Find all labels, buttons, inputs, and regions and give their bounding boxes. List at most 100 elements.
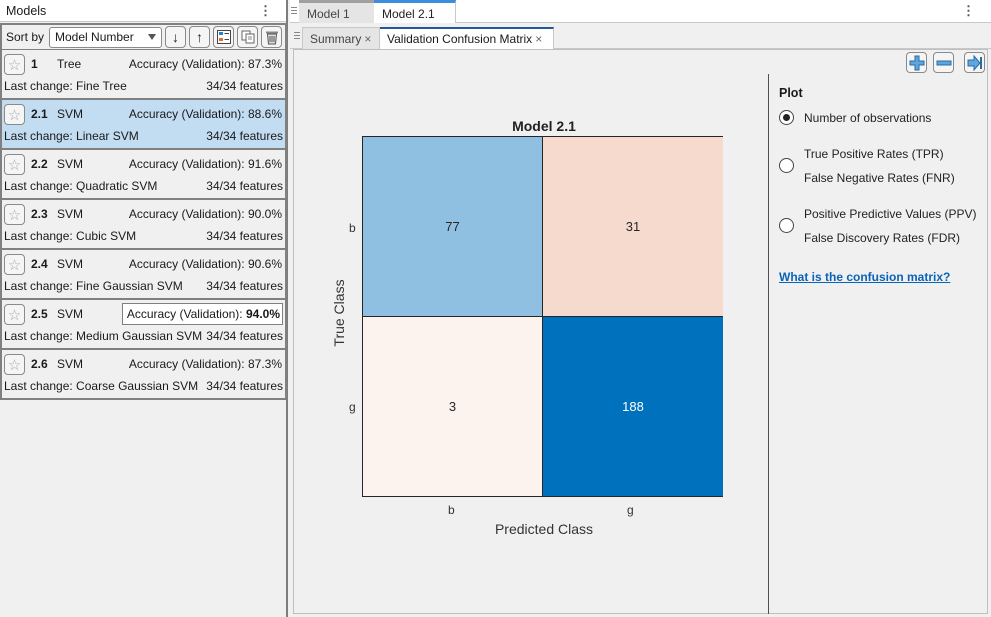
model-number: 2.4 [31,257,48,271]
star-icon[interactable]: ☆ [4,304,25,325]
zoom-out-button[interactable] [933,52,954,73]
model-features: 34/34 features [206,79,283,93]
plot-options-title: Plot [779,86,803,100]
radio-label: Number of observations [804,111,932,125]
star-icon[interactable]: ☆ [4,104,25,125]
x-tick-label: b [448,503,455,517]
kebab-icon[interactable]: ⋮ [259,2,272,18]
x-tick-label: g [627,503,634,517]
tab-validation-confusion-matrix[interactable]: Validation Confusion Matrix × [380,27,554,49]
matrix-cell: 31 [543,137,723,317]
sort-ascending-button[interactable]: ↑ [189,26,211,48]
chart-title: Model 2.1 [512,118,576,134]
confusion-matrix: 77 31 3 188 [362,136,723,497]
model-number: 2.1 [31,107,48,121]
model-number: 1 [31,57,38,71]
model-last-change: Last change: Medium Gaussian SVM [4,329,203,343]
collapse-panel-button[interactable] [964,52,985,73]
radio-label: True Positive Rates (TPR) [804,147,944,161]
model-features: 34/34 features [206,379,283,393]
kebab-icon[interactable]: ⋮ [962,3,975,18]
duplicate-button[interactable] [237,26,259,48]
zoom-in-button[interactable] [906,52,927,73]
model-item-2-1[interactable]: ☆ 2.1 SVM Accuracy (Validation): 88.6% L… [2,100,285,150]
model-type: Tree [57,57,82,71]
model-last-change: Last change: Coarse Gaussian SVM [4,379,199,393]
model-number: 2.6 [31,357,48,371]
star-icon[interactable]: ☆ [4,204,25,225]
close-icon[interactable]: × [364,32,372,46]
star-icon[interactable]: ☆ [4,354,25,375]
tab-summary[interactable]: Summary × [302,27,380,49]
model-features: 34/34 features [206,279,283,293]
model-type: SVM [57,107,84,121]
model-accuracy: Accuracy (Validation): 87.3% [128,57,282,71]
model-features: 34/34 features [206,179,283,193]
model-list: ☆ 1 Tree Accuracy (Validation): 87.3% La… [0,50,287,400]
y-tick-label: b [349,221,356,235]
drag-grip-icon[interactable] [291,7,297,17]
model-type: SVM [57,157,84,171]
x-axis-label: Predicted Class [494,521,594,537]
radio-tpr-fnr[interactable] [779,158,794,173]
model-number: 2.5 [31,307,48,321]
compare-button[interactable] [213,26,235,48]
chevron-down-icon [148,34,157,40]
radio-number-of-observations[interactable] [779,110,794,125]
models-panel-header: Models ⋮ [0,0,286,22]
y-tick-label: g [349,400,356,414]
tab-model-2-1[interactable]: Model 2.1 [374,0,456,23]
model-features: 34/34 features [206,329,283,343]
confusion-matrix-view: Model 2.1 True Class b g 77 31 3 188 b g… [293,49,988,614]
model-type: SVM [57,207,84,221]
help-link[interactable]: What is the confusion matrix? [779,270,951,284]
radio-ppv-fdr[interactable] [779,218,794,233]
document-area: Model 1 Model 2.1 ⋮ Summary × Validation … [290,0,991,617]
zoom-in-icon [909,55,924,70]
sort-label: Sort by [6,30,45,44]
model-accuracy: Accuracy (Validation): 90.6% [128,257,282,271]
model-item-2-4[interactable]: ☆ 2.4 SVM Accuracy (Validation): 90.6% L… [2,250,285,300]
model-last-change: Last change: Quadratic SVM [4,179,158,193]
model-last-change: Last change: Fine Gaussian SVM [4,279,183,293]
sort-descending-button[interactable]: ↓ [165,26,187,48]
models-panel-title: Models [6,3,47,18]
model-last-change: Last change: Cubic SVM [4,229,137,243]
close-icon[interactable]: × [535,32,543,46]
model-item-1[interactable]: ☆ 1 Tree Accuracy (Validation): 87.3% La… [2,50,285,100]
model-item-2-6[interactable]: ☆ 2.6 SVM Accuracy (Validation): 87.3% L… [2,350,285,400]
matrix-cell: 77 [363,137,543,317]
drag-grip-icon[interactable] [294,32,300,42]
plot-options-panel: Plot Number of observations True Positiv… [768,74,988,614]
radio-label: False Discovery Rates (FDR) [804,231,961,245]
sort-dropdown[interactable]: Model Number [49,26,163,48]
y-axis-label: True Class [331,279,347,347]
compare-icon [216,30,231,44]
model-item-2-3[interactable]: ☆ 2.3 SVM Accuracy (Validation): 90.0% L… [2,200,285,250]
matrix-cell: 188 [543,317,723,496]
sort-toolbar: Sort by Model Number ↓ ↑ [0,23,287,50]
model-accuracy: Accuracy (Validation): 91.6% [128,157,282,171]
model-features: 34/34 features [206,129,283,143]
tab-model-1[interactable]: Model 1 [299,0,377,23]
figure-tabs: Summary × Validation Confusion Matrix × [290,24,991,49]
model-features: 34/34 features [206,229,283,243]
sort-descending-icon: ↓ [172,29,180,45]
star-icon[interactable]: ☆ [4,254,25,275]
delete-button[interactable] [261,26,283,48]
model-item-2-2[interactable]: ☆ 2.2 SVM Accuracy (Validation): 91.6% L… [2,150,285,200]
star-icon[interactable]: ☆ [4,154,25,175]
model-last-change: Last change: Fine Tree [4,79,127,93]
model-last-change: Last change: Linear SVM [4,129,139,143]
models-panel: Models ⋮ Sort by Model Number ↓ ↑ ☆ 1 Tr… [0,0,288,617]
best-model-accuracy: Accuracy (Validation): 94.0% [121,303,283,325]
model-accuracy: Accuracy (Validation): 90.0% [128,207,282,221]
sort-ascending-icon: ↑ [196,29,204,45]
star-icon[interactable]: ☆ [4,54,25,75]
model-type: SVM [57,357,84,371]
radio-label: False Negative Rates (FNR) [804,171,955,185]
delete-icon [265,31,278,44]
document-tabs: Model 1 Model 2.1 ⋮ [290,0,991,23]
model-item-2-5[interactable]: ☆ 2.5 SVM Accuracy (Validation): 94.0% L… [2,300,285,350]
model-type: SVM [57,307,84,321]
